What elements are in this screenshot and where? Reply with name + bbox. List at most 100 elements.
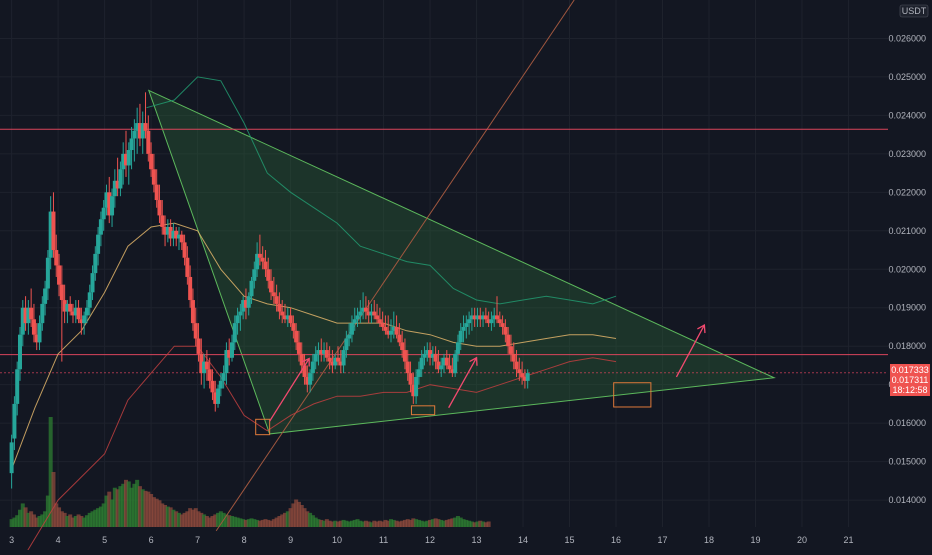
time-tick-label: 19 bbox=[750, 535, 760, 545]
candle-body bbox=[224, 350, 229, 374]
candle-body bbox=[29, 307, 34, 320]
time-tick-label: 4 bbox=[56, 535, 61, 545]
candle-body bbox=[43, 288, 48, 304]
candle-body bbox=[425, 350, 430, 354]
candle-body bbox=[422, 353, 427, 358]
candle-body bbox=[48, 211, 53, 258]
volume-bar bbox=[171, 509, 176, 527]
candle-body bbox=[45, 257, 50, 289]
volume-bar bbox=[143, 490, 148, 527]
volume-bar bbox=[405, 519, 410, 527]
candle-body bbox=[252, 269, 257, 281]
candle-body bbox=[101, 207, 106, 220]
volume-bar bbox=[313, 517, 318, 527]
candle-body bbox=[23, 307, 28, 324]
volume-bar bbox=[207, 517, 212, 527]
volume-bar bbox=[112, 487, 117, 527]
candle-body bbox=[249, 280, 254, 297]
time-tick-label: 10 bbox=[332, 535, 342, 545]
candle-body bbox=[405, 361, 410, 374]
candle-body bbox=[478, 315, 483, 320]
volume-bar bbox=[386, 520, 391, 527]
time-tick-label: 9 bbox=[288, 535, 293, 545]
volume-bar bbox=[483, 522, 488, 527]
volume-bar bbox=[366, 521, 371, 527]
candle-body bbox=[299, 353, 304, 366]
volume-bar bbox=[294, 499, 299, 527]
volume-bar bbox=[202, 514, 207, 527]
candle-body bbox=[76, 307, 81, 320]
volume-bar bbox=[232, 516, 237, 527]
volume-bar bbox=[383, 519, 388, 527]
bb-middle-line bbox=[11, 222, 617, 470]
candle-body bbox=[380, 323, 385, 327]
marker-box bbox=[613, 382, 652, 408]
candle-body bbox=[458, 330, 463, 343]
volume-bar bbox=[335, 521, 340, 527]
candle-body bbox=[453, 353, 458, 374]
volume-bar bbox=[179, 514, 184, 527]
volume-bar bbox=[118, 486, 123, 527]
candle-body bbox=[257, 253, 262, 258]
candle-body bbox=[57, 265, 62, 285]
candle-body bbox=[129, 138, 134, 151]
candle-body bbox=[37, 323, 42, 343]
candle-body bbox=[207, 369, 212, 381]
volume-bar bbox=[310, 515, 315, 527]
last-price-tag[interactable]: 0.017333 0.017311 18:12:58 bbox=[890, 364, 930, 396]
candle-body bbox=[182, 242, 187, 258]
candle-body bbox=[40, 303, 45, 324]
candle-body bbox=[255, 253, 260, 270]
volume-bar bbox=[397, 521, 402, 527]
candle-body bbox=[274, 296, 279, 304]
candle-body bbox=[310, 361, 315, 374]
volume-bar bbox=[355, 519, 360, 527]
candle-body bbox=[202, 361, 207, 374]
price-tick-label: 0.022000 bbox=[888, 187, 926, 197]
currency-badge-box bbox=[899, 4, 929, 18]
candle-body bbox=[263, 261, 268, 270]
candle-body bbox=[269, 280, 274, 293]
volume-bar bbox=[15, 515, 20, 527]
volume-bar bbox=[338, 520, 343, 527]
volume-bar bbox=[302, 508, 307, 527]
candle-body bbox=[62, 300, 67, 312]
candle-body bbox=[260, 257, 265, 262]
time-tick-label: 16 bbox=[611, 535, 621, 545]
volume-bar bbox=[433, 518, 438, 527]
up-arrow-head bbox=[301, 357, 310, 367]
candle-body bbox=[394, 326, 399, 335]
up-arrow-head bbox=[469, 356, 478, 366]
time-tick-label: 15 bbox=[565, 535, 575, 545]
candle-body bbox=[168, 226, 173, 239]
candle-body bbox=[104, 192, 109, 208]
volume-bar bbox=[271, 519, 276, 527]
candle-body bbox=[96, 234, 101, 254]
volume-bar bbox=[422, 521, 427, 527]
volume-bar bbox=[327, 520, 332, 527]
volume-bar bbox=[255, 519, 260, 527]
volume-bar bbox=[458, 517, 463, 527]
volume-bar bbox=[260, 519, 265, 527]
candle-body bbox=[266, 269, 271, 281]
volume-bar bbox=[129, 487, 134, 527]
candle-body bbox=[391, 326, 396, 331]
candle-body bbox=[17, 334, 22, 370]
volume-bar bbox=[472, 522, 477, 527]
candle-body bbox=[355, 315, 360, 320]
volume-bar bbox=[51, 472, 56, 527]
volume-bar bbox=[252, 519, 257, 527]
volume-bar bbox=[213, 514, 218, 527]
candle-body bbox=[313, 353, 318, 362]
volume-bar bbox=[425, 520, 430, 527]
volume-bar bbox=[45, 495, 50, 527]
candle-body bbox=[151, 169, 156, 185]
volume-bar bbox=[414, 519, 419, 527]
candle-body bbox=[372, 311, 377, 316]
time-tick-label: 6 bbox=[149, 535, 154, 545]
candle-body bbox=[31, 319, 36, 335]
price-tick-label: 0.024000 bbox=[888, 110, 926, 120]
